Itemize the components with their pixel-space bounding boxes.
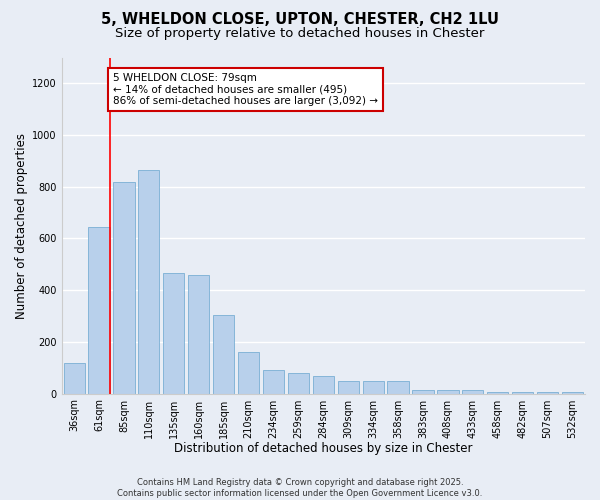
Bar xyxy=(562,392,583,394)
Bar xyxy=(362,380,384,394)
Bar xyxy=(64,362,85,394)
Bar xyxy=(388,380,409,394)
Bar xyxy=(412,390,434,394)
Text: 5, WHELDON CLOSE, UPTON, CHESTER, CH2 1LU: 5, WHELDON CLOSE, UPTON, CHESTER, CH2 1L… xyxy=(101,12,499,28)
X-axis label: Distribution of detached houses by size in Chester: Distribution of detached houses by size … xyxy=(174,442,473,455)
Text: Contains HM Land Registry data © Crown copyright and database right 2025.
Contai: Contains HM Land Registry data © Crown c… xyxy=(118,478,482,498)
Bar xyxy=(288,374,309,394)
Bar xyxy=(88,227,110,394)
Bar xyxy=(462,390,484,394)
Bar xyxy=(512,392,533,394)
Text: 5 WHELDON CLOSE: 79sqm
← 14% of detached houses are smaller (495)
86% of semi-de: 5 WHELDON CLOSE: 79sqm ← 14% of detached… xyxy=(113,73,378,106)
Y-axis label: Number of detached properties: Number of detached properties xyxy=(15,132,28,318)
Bar xyxy=(138,170,160,394)
Bar xyxy=(163,274,184,394)
Bar xyxy=(213,314,234,394)
Bar xyxy=(188,274,209,394)
Bar xyxy=(263,370,284,394)
Bar xyxy=(437,390,458,394)
Text: Size of property relative to detached houses in Chester: Size of property relative to detached ho… xyxy=(115,28,485,40)
Bar xyxy=(537,392,558,394)
Bar xyxy=(238,352,259,394)
Bar xyxy=(338,380,359,394)
Bar xyxy=(313,376,334,394)
Bar xyxy=(113,182,134,394)
Bar xyxy=(487,392,508,394)
